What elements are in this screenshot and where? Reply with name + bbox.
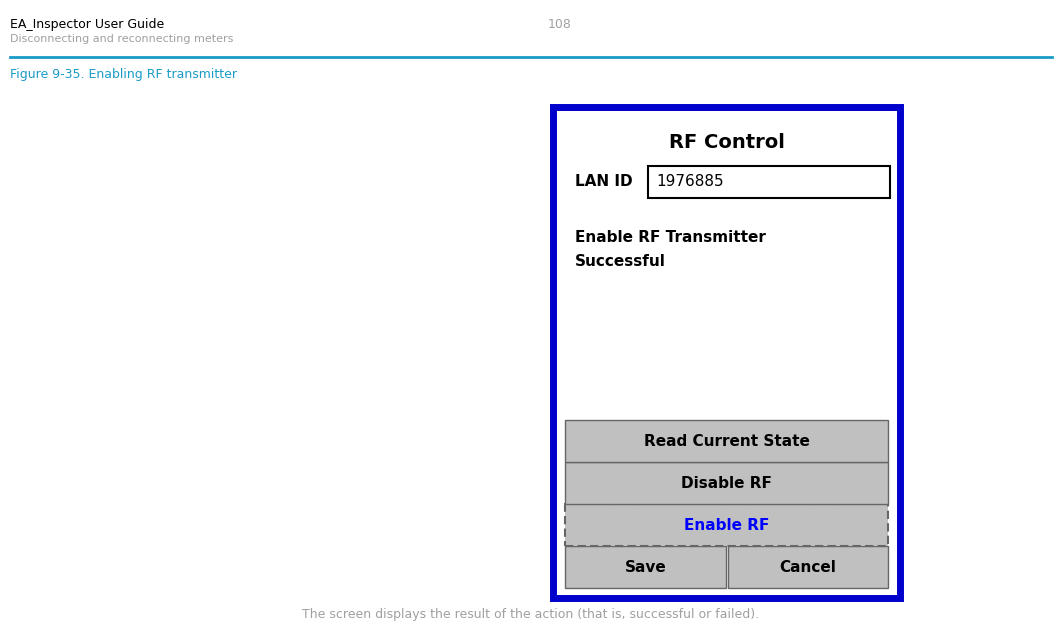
Text: 108: 108: [548, 18, 571, 31]
Text: The screen displays the result of the action (that is, successful or failed).: The screen displays the result of the ac…: [303, 608, 759, 621]
Bar: [565, 504, 888, 546]
Text: RF Control: RF Control: [669, 132, 785, 152]
Text: LAN ID: LAN ID: [575, 175, 633, 189]
Bar: [553, 107, 900, 598]
Text: EA_Inspector User Guide: EA_Inspector User Guide: [10, 18, 165, 31]
Text: Cancel: Cancel: [780, 559, 836, 575]
Text: Disconnecting and reconnecting meters: Disconnecting and reconnecting meters: [10, 34, 234, 44]
Text: Figure 9-35. Enabling RF transmitter: Figure 9-35. Enabling RF transmitter: [10, 68, 237, 81]
Bar: [565, 462, 888, 504]
Text: 1976885: 1976885: [656, 175, 723, 189]
Text: Save: Save: [624, 559, 666, 575]
Text: Enable RF: Enable RF: [684, 518, 769, 532]
Text: Enable RF Transmitter: Enable RF Transmitter: [575, 230, 766, 244]
Bar: [565, 546, 725, 588]
Text: Disable RF: Disable RF: [681, 476, 772, 490]
Bar: [648, 166, 890, 198]
Text: Successful: Successful: [575, 255, 666, 269]
Bar: [727, 546, 888, 588]
Bar: [565, 420, 888, 462]
Text: Read Current State: Read Current State: [644, 433, 809, 449]
